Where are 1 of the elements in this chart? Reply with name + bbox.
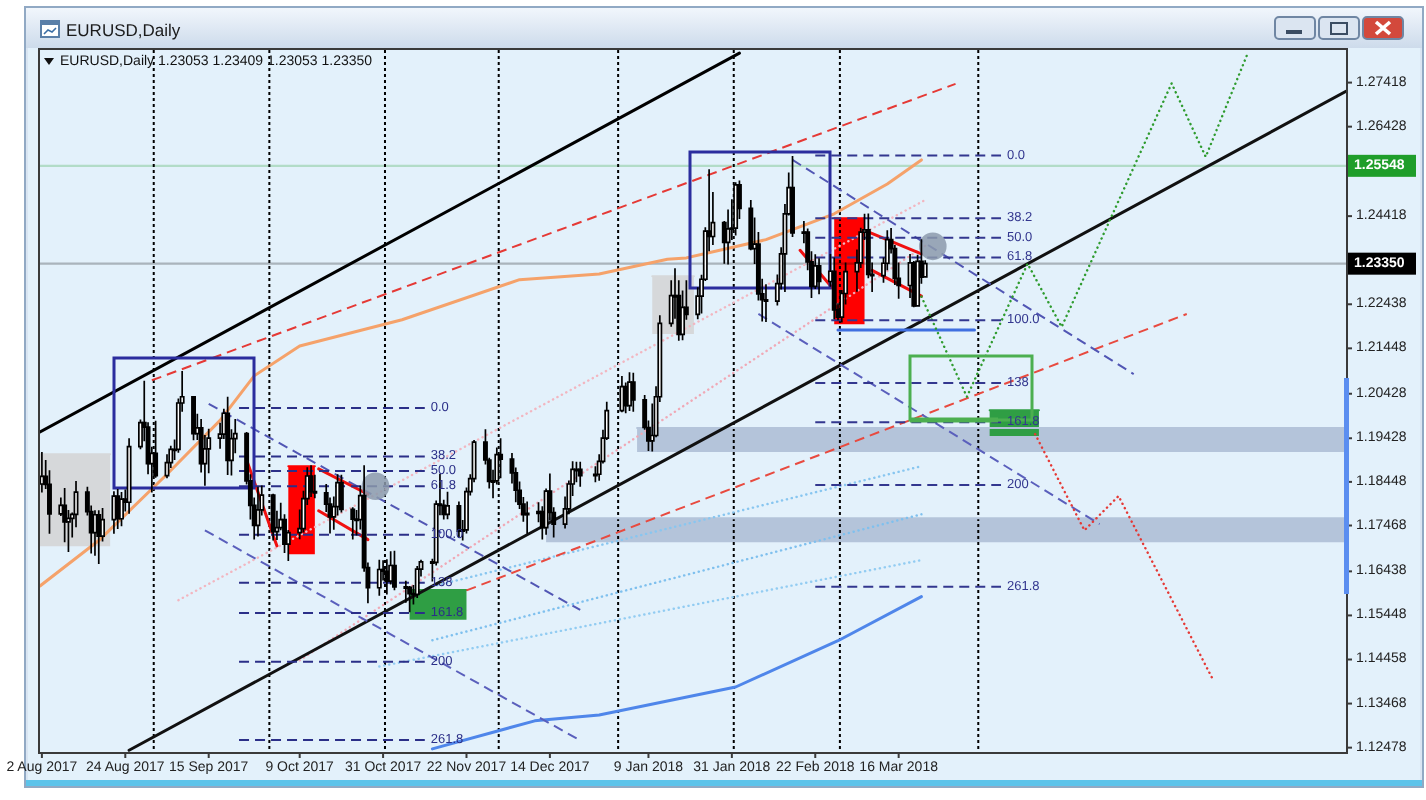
chart-title: EURUSD,Daily [66, 20, 182, 40]
